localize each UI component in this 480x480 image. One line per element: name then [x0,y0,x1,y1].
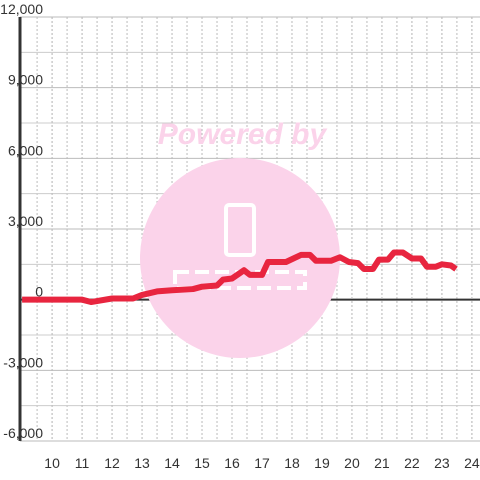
x-tick-label: 22 [404,455,420,471]
x-tick-label: 18 [284,455,300,471]
y-tick-label: 6,000 [8,142,43,158]
x-tick-label: 21 [374,455,390,471]
x-tick-label: 20 [344,455,360,471]
line-series [22,249,458,306]
x-tick-label: 12 [104,455,120,471]
x-tick-label: 11 [75,455,90,471]
x-tick-label: 19 [314,455,330,471]
x-tick-label: 16 [224,455,240,471]
y-tick-label: 3,000 [8,213,43,229]
x-tick-label: 24 [464,455,480,471]
x-tick-label: 23 [434,455,450,471]
y-tick-label: 0 [35,284,43,300]
x-tick-label: 15 [194,455,210,471]
y-tick-label: 9,000 [8,72,43,88]
watermark-text: Powered by [158,118,328,151]
x-tick-label: 13 [134,455,150,471]
y-tick-label: -3,000 [3,354,43,370]
y-tick-label: -6,000 [3,425,43,441]
x-tick-label: 17 [254,455,270,471]
y-tick-label: 12,000 [0,1,43,17]
x-tick-label: 10 [44,455,60,471]
x-tick-label: 14 [164,455,180,471]
